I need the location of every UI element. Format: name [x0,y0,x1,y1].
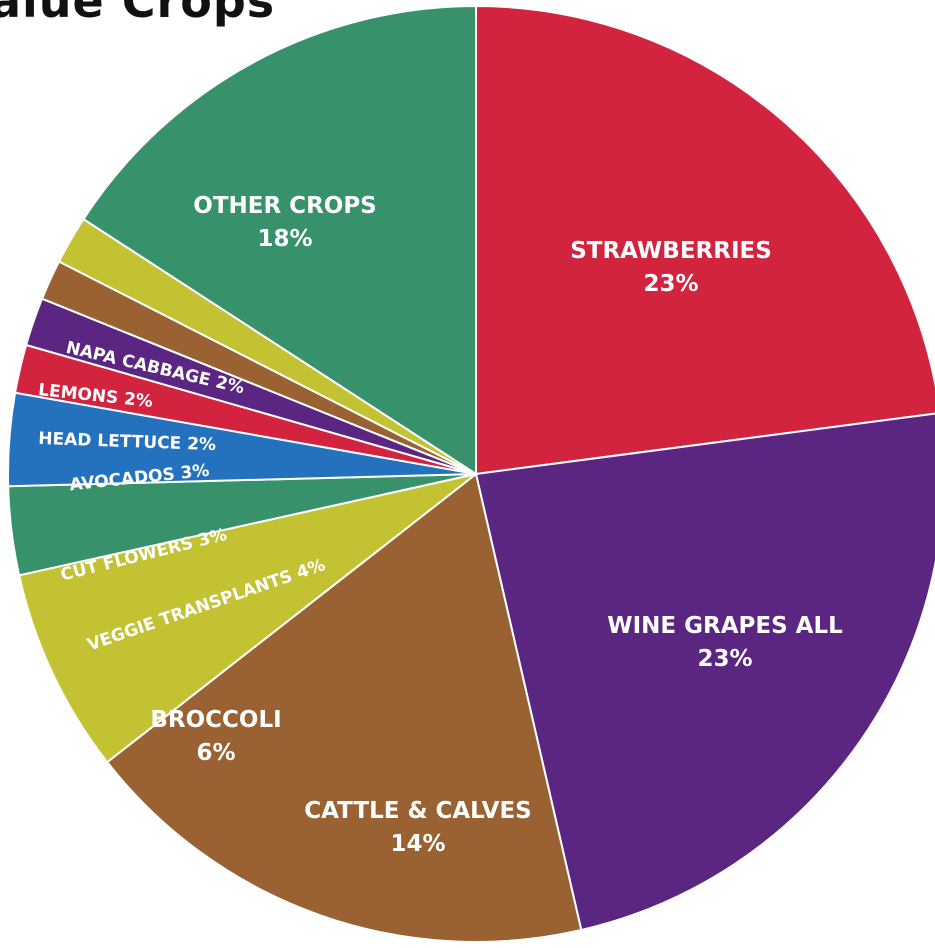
slice-name-cattle-calves: CATTLE & CALVES [304,798,531,824]
slice-value-broccoli: 6% [196,740,235,766]
slice-value-avocados: 3% [180,461,211,484]
slice-name-strawberries: STRAWBERRIES [570,238,772,264]
pie-slice-strawberries [475,4,935,476]
slice-label-cattle-calves: CATTLE & CALVES 14% [304,798,531,857]
slice-name-wine-grapes-all: WINE GRAPES ALL [607,613,843,639]
slice-value-other-crops: 18% [257,226,312,252]
slice-value-lemons: 2% [123,389,154,412]
pie-slice-cattle-calves [105,472,583,943]
pie-slice-wine-grapes-all [474,412,935,932]
chart-title: alue Crops [0,0,276,28]
slice-label-broccoli: BROCCOLI 6% [150,707,281,766]
slice-value-strawberries: 23% [643,271,698,297]
slice-value-head-lettuce: 2% [187,434,217,455]
slice-label-wine-grapes-all: WINE GRAPES ALL 23% [607,613,843,672]
pie-slice-broccoli [17,473,477,764]
slice-value-cattle-calves: 14% [390,831,445,857]
slice-name-broccoli: BROCCOLI [150,707,281,733]
slice-value-wine-grapes-all: 23% [697,646,752,672]
pie-slice-other-crops [82,4,477,476]
slice-label-other-crops: OTHER CROPS 18% [193,193,376,252]
slice-name-other-crops: OTHER CROPS [193,193,376,219]
slice-label-strawberries: STRAWBERRIES 23% [570,238,772,297]
